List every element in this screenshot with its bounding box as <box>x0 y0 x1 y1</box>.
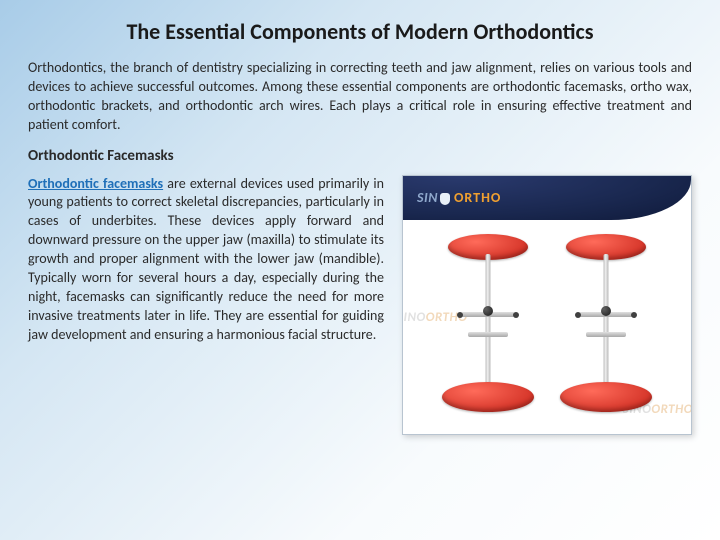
brand-banner: SIN ORTHO <box>403 176 691 220</box>
subheading-facemasks: Orthodontic Facemasks <box>28 147 692 165</box>
adjust-knob <box>601 306 611 316</box>
product-area: SINOORTHO SINOORTHO <box>403 226 691 434</box>
page-title: The Essential Components of Modern Ortho… <box>28 18 692 45</box>
hook-left <box>575 312 581 318</box>
hook-left <box>457 312 463 318</box>
brand-prefix: SIN <box>417 189 438 206</box>
body-text: are external devices used primarily in y… <box>28 175 384 343</box>
product-figure: SIN ORTHO SINOORTHO SINOORTHO <box>402 175 692 435</box>
hook-right <box>513 312 519 318</box>
crossbar-lower <box>468 332 508 337</box>
tooth-icon <box>440 193 450 205</box>
hook-right <box>631 312 637 318</box>
content-row: Orthodontic facemasks are external devic… <box>28 175 692 435</box>
chin-pad <box>560 382 652 412</box>
crossbar-lower <box>586 332 626 337</box>
adjust-knob <box>483 306 493 316</box>
chin-pad <box>442 382 534 412</box>
brand-suffix: ORTHO <box>454 189 501 206</box>
vertical-rod <box>604 254 609 390</box>
body-paragraph: Orthodontic facemasks are external devic… <box>28 175 384 345</box>
intro-paragraph: Orthodontics, the branch of dentistry sp… <box>28 59 692 135</box>
body-column: Orthodontic facemasks are external devic… <box>28 175 384 345</box>
facemasks-link[interactable]: Orthodontic facemasks <box>28 175 163 192</box>
vertical-rod <box>486 254 491 390</box>
